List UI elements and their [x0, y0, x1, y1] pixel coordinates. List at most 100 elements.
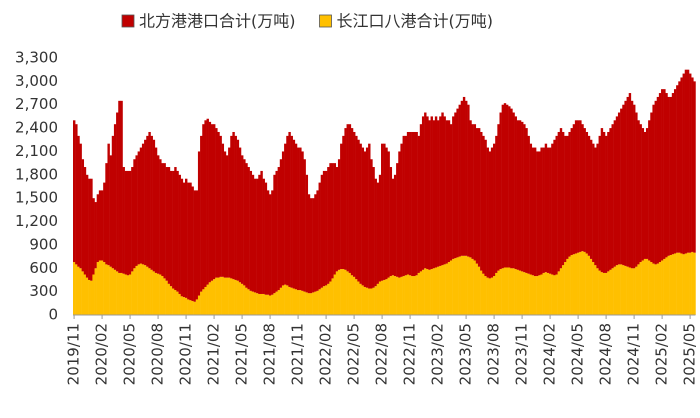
bar-segment — [92, 274, 95, 315]
bar-segment — [594, 147, 597, 266]
bar-segment — [583, 128, 586, 252]
bar-segment — [322, 286, 326, 315]
bar-segment — [682, 254, 685, 315]
bar-segment — [200, 135, 203, 292]
bar-segment — [635, 112, 638, 267]
bar-segment — [105, 264, 108, 315]
bar-segment — [206, 284, 209, 315]
x-tick-label: 2024/11 — [625, 323, 643, 385]
bar-segment — [693, 81, 696, 253]
bar-segment — [686, 252, 690, 315]
bar-segment — [353, 276, 356, 315]
bar-segment — [421, 116, 425, 270]
x-tick-label: 2020/11 — [177, 323, 195, 385]
bar-segment — [602, 272, 606, 315]
x-tick-label: 2021/05 — [233, 323, 251, 385]
x-tick-label: 2022/08 — [373, 323, 391, 385]
bar-segment — [568, 131, 571, 257]
bar-segment — [260, 170, 263, 294]
bar-segment — [165, 280, 169, 315]
bar-segment — [585, 131, 589, 254]
bar-segment — [473, 124, 477, 261]
bar-segment — [88, 178, 91, 280]
bar-segment — [279, 159, 283, 288]
bar-segment — [680, 77, 683, 254]
bar-segment — [344, 128, 347, 270]
bar-segment — [202, 289, 205, 315]
bar-segment — [613, 266, 617, 315]
bar-segment — [555, 274, 558, 315]
bar-segment — [656, 263, 660, 315]
bar-segment — [536, 151, 539, 277]
bar-segment — [256, 178, 259, 294]
bar-segment — [443, 264, 446, 315]
bar-segment — [161, 276, 164, 315]
bar-segment — [172, 170, 175, 289]
bar-segment — [477, 128, 481, 267]
bar-segment — [337, 269, 341, 315]
bar-segment — [538, 275, 541, 315]
bar-segment — [316, 190, 319, 291]
bar-segment — [331, 163, 334, 279]
bar-segment — [508, 106, 511, 268]
x-tick-label: 2024/05 — [569, 323, 587, 385]
bar-segment — [533, 147, 537, 277]
bar-segment — [316, 290, 319, 315]
bar-segment — [234, 135, 237, 280]
bar-segment — [465, 255, 468, 315]
bar-segment — [348, 272, 352, 315]
bar-segment — [167, 167, 171, 284]
bar-segment — [75, 264, 78, 315]
bar-segment — [195, 299, 199, 315]
bar-segment — [301, 290, 304, 315]
bar-segment — [402, 276, 405, 315]
bar-segment — [673, 89, 677, 254]
bar-segment — [630, 268, 634, 315]
bar-segment — [292, 139, 296, 289]
bar-segment — [264, 182, 268, 295]
bar-segment — [215, 128, 218, 278]
bar-segment — [94, 268, 97, 315]
bar-segment — [103, 262, 106, 315]
bar-segment — [271, 190, 274, 295]
bar-segment — [113, 124, 117, 270]
bar-segment — [335, 271, 339, 315]
bar-segment — [124, 274, 128, 315]
bar-segment — [398, 277, 401, 315]
bar-segment — [607, 271, 610, 315]
bar-segment — [340, 269, 343, 315]
bar-segment — [281, 285, 285, 315]
bar-segment — [221, 143, 225, 277]
bar-segment — [210, 124, 214, 281]
bar-segment — [458, 256, 461, 315]
bar-segment — [529, 274, 533, 315]
bar-segment — [103, 182, 106, 263]
bar-segment — [419, 124, 423, 272]
bar-segment — [297, 290, 300, 315]
bar-segment — [299, 290, 302, 315]
bar-segment — [585, 253, 589, 315]
bar-segment — [348, 124, 352, 273]
bar-segment — [307, 194, 311, 294]
bar-segment — [396, 276, 399, 315]
bar-segment — [247, 289, 250, 315]
bar-segment — [663, 258, 666, 315]
bar-segment — [288, 286, 291, 315]
bar-segment — [654, 100, 657, 265]
bar-segment — [187, 299, 190, 315]
bar-segment — [350, 275, 354, 315]
bar-segment — [639, 262, 642, 315]
bar-segment — [204, 286, 207, 315]
bar-segment — [187, 182, 190, 300]
bar-segment — [374, 286, 377, 315]
bar-segment — [141, 264, 145, 315]
bar-segment — [546, 147, 550, 273]
bar-segment — [387, 277, 390, 315]
bar-segment — [561, 131, 565, 266]
bar-segment — [648, 120, 651, 261]
bar-segment — [424, 112, 427, 269]
bar-segment — [385, 147, 388, 280]
bar-segment — [266, 190, 270, 295]
bar-segment — [628, 93, 632, 268]
bar-segment — [208, 282, 212, 315]
